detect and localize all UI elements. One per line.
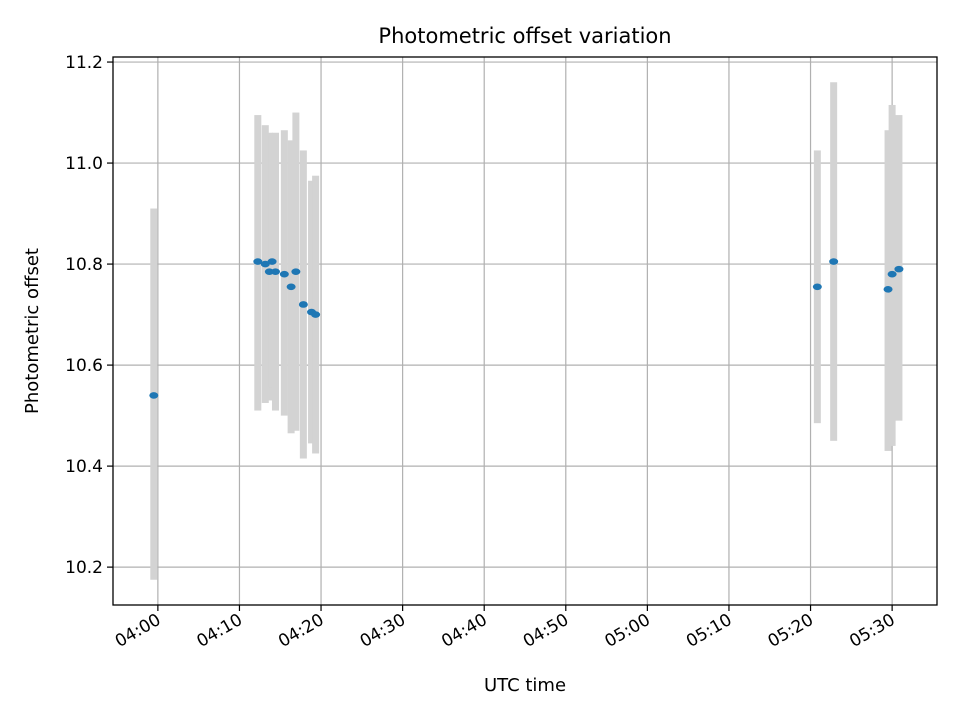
data-point [883,286,893,293]
data-point [894,265,904,273]
x-tick-label: 05:20 [765,610,817,652]
errorbar-layer [150,82,903,580]
x-tick-label: 05:00 [601,610,653,652]
plot-frame [112,56,938,606]
x-tick-label: 04:20 [275,610,327,652]
x-tick-label: 04:50 [520,610,572,652]
data-point [311,311,321,318]
x-tick-label: 04:00 [112,610,164,652]
y-tick-label: 10.2 [65,558,103,578]
data-point [812,283,822,291]
data-point [291,268,301,275]
x-axis-label: UTC time [484,675,566,696]
y-tick-label: 11.2 [65,53,103,73]
x-tick-label: 04:40 [438,610,490,652]
point-layer [149,258,904,399]
data-point [260,260,270,268]
data-point [829,258,839,265]
x-axis-ticks: 04:00 04:10 04:20 04:30 04:40 04:50 05:00 05:10… [112,605,899,652]
y-tick-label: 10.4 [65,457,103,477]
data-point [286,283,296,291]
data-point [887,270,897,278]
y-axis-ticks: 10.2 10.4 10.6 10.8 11.0 11.2 [65,53,113,578]
data-point [279,270,289,278]
x-tick-label: 05:30 [846,610,898,652]
y-tick-label: 11.0 [65,154,103,174]
y-tick-label: 10.6 [65,356,103,376]
x-tick-label: 04:30 [357,610,409,652]
data-point [298,301,308,308]
x-tick-label: 05:10 [683,610,735,652]
data-point [267,258,277,265]
grid-layer [113,57,937,605]
data-point [253,258,263,265]
chart-title: Photometric offset variation [378,24,671,48]
y-tick-label: 10.8 [65,255,103,275]
data-point [270,268,280,275]
data-point [149,392,159,399]
x-tick-label: 04:10 [194,610,246,652]
y-axis-label: Photometric offset [22,248,43,414]
